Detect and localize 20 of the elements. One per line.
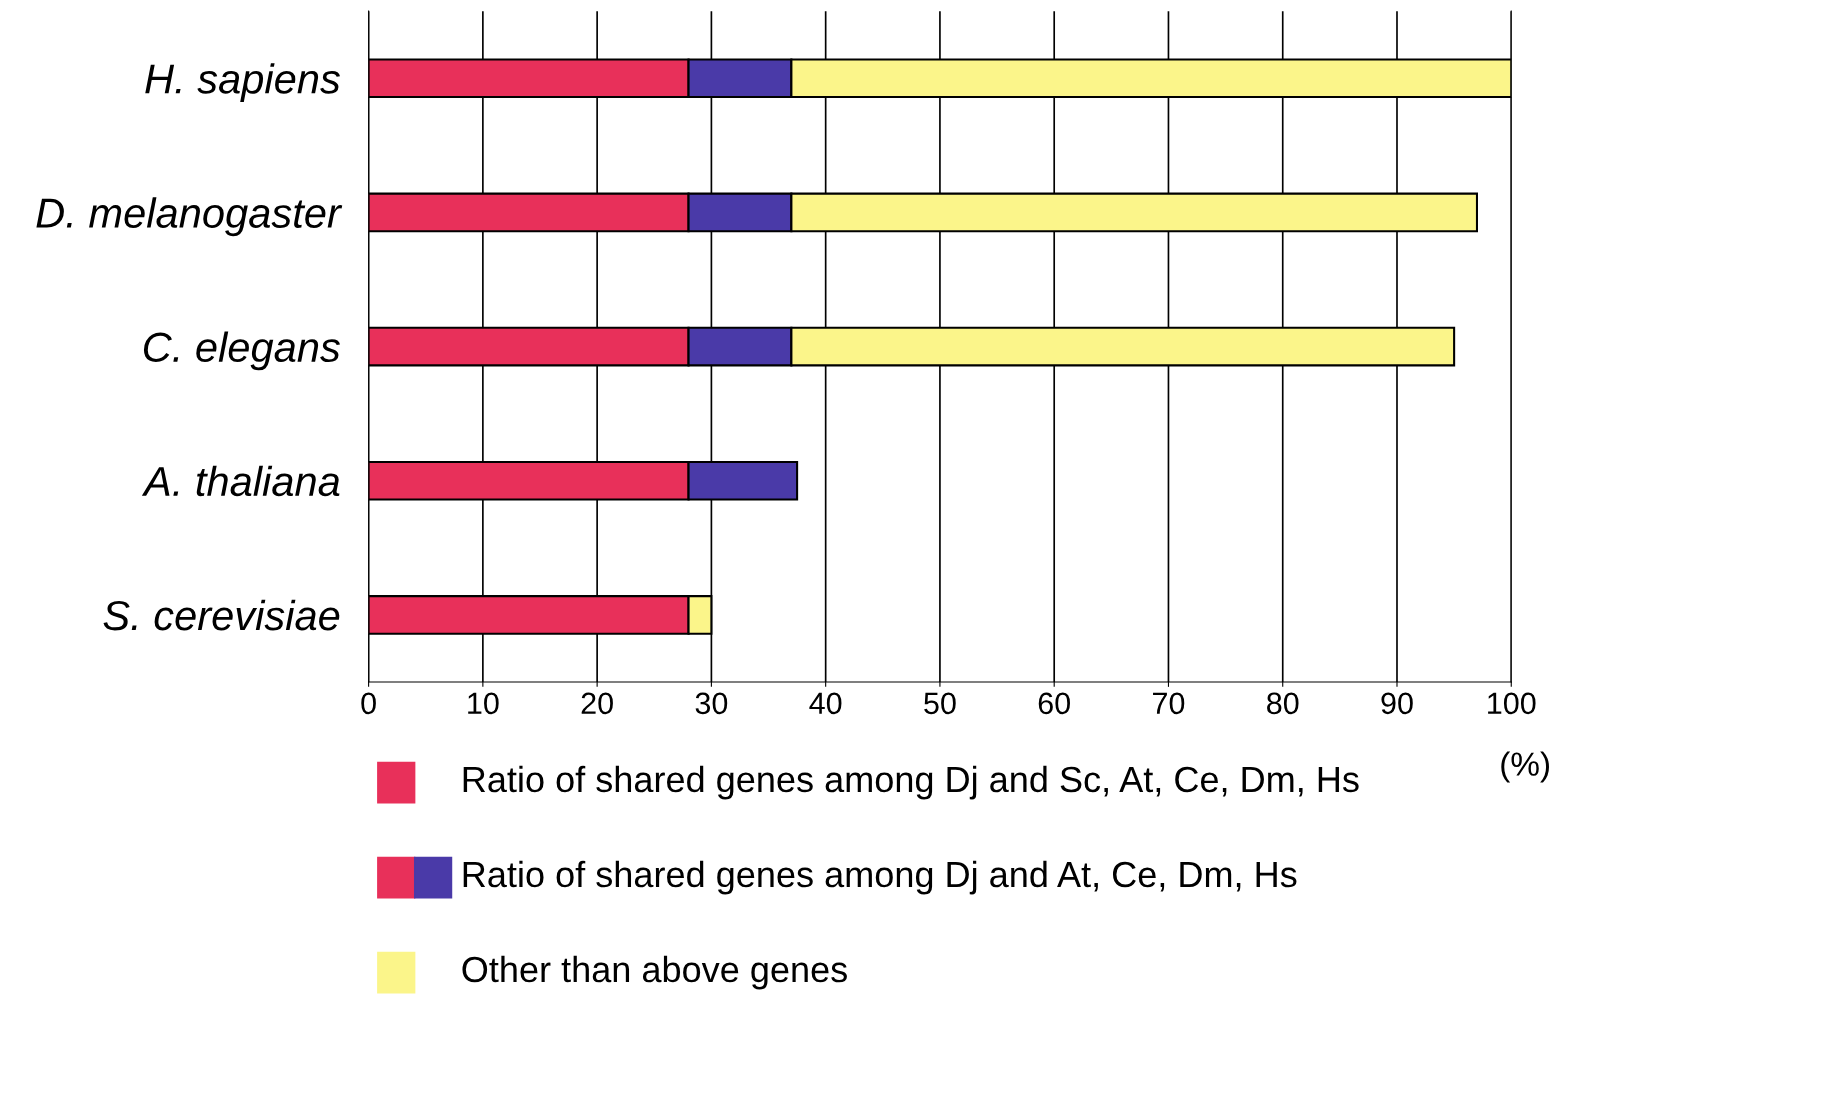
x-tick-label: 0 bbox=[361, 692, 376, 715]
legend-label: Other than above genes bbox=[462, 955, 847, 990]
y-tick-label: C. elegans bbox=[143, 331, 340, 371]
y-tick-label: H. sapiens bbox=[145, 63, 340, 102]
y-tick-label: A. thaliana bbox=[141, 465, 340, 497]
x-tick-label: 70 bbox=[1153, 692, 1185, 715]
y-tick-label: D. melanogaster bbox=[36, 197, 343, 237]
x-tick-label: 90 bbox=[1381, 692, 1413, 715]
x-tick-label: 20 bbox=[581, 692, 613, 715]
x-tick-label: 30 bbox=[695, 692, 728, 715]
x-axis-title: (%) bbox=[1501, 751, 1549, 783]
legend-label: Ratio of shared genes among Dj and At, Ce, Dm, Hs bbox=[463, 860, 1297, 895]
legend-label: Ratio of shared genes among Dj and Sc, At, Ce, Dm, Hs bbox=[463, 765, 1359, 800]
x-tick-label: 10 bbox=[468, 692, 499, 715]
x-tick-label: 40 bbox=[809, 692, 842, 715]
x-tick-label: 60 bbox=[1038, 692, 1070, 715]
x-tick-label: 80 bbox=[1267, 692, 1299, 715]
y-tick-label: S. cerevisiae bbox=[103, 599, 340, 631]
x-tick-label: 100 bbox=[1488, 692, 1536, 715]
x-tick-label: 50 bbox=[924, 692, 956, 715]
